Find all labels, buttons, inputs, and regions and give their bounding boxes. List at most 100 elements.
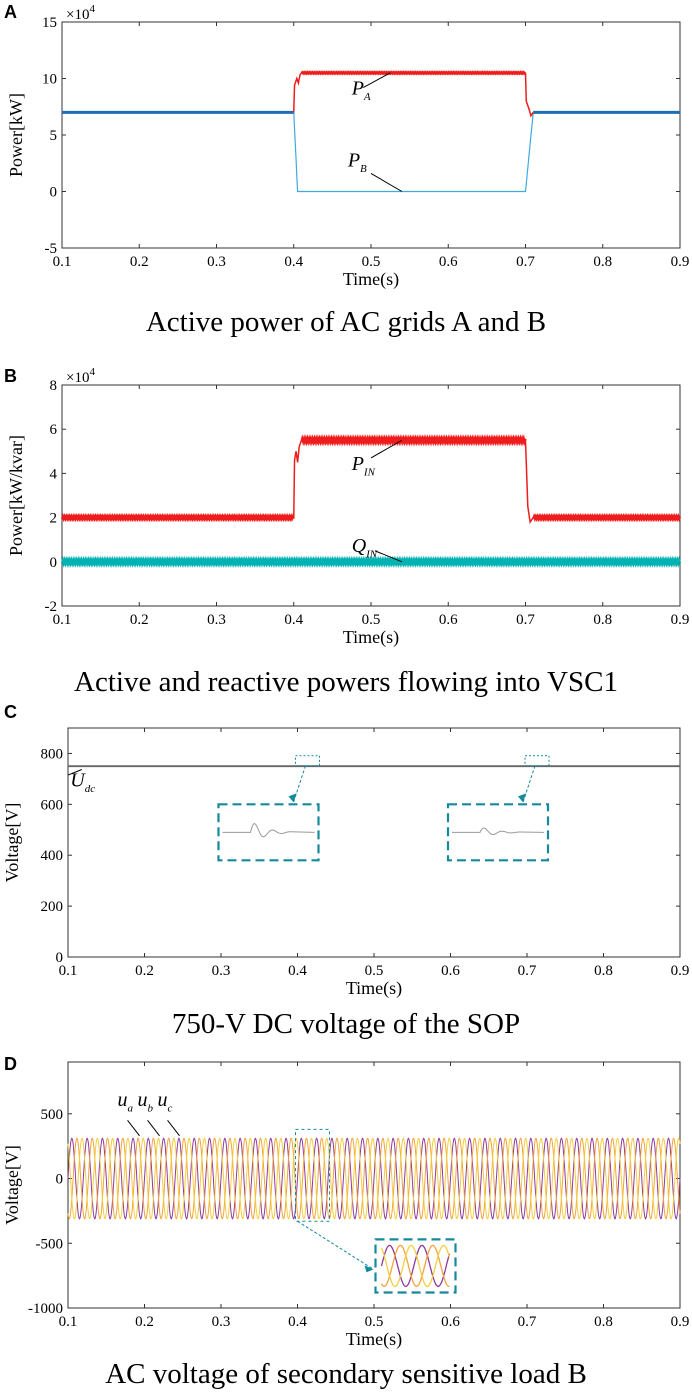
series-pin-transient bbox=[293, 440, 303, 518]
x-tick-label: 0.4 bbox=[284, 612, 303, 628]
panel-b: B 0.1 0.2 0.3 0.4 0.5 0.6 0.7 0.8 0.9 -2 0 2 4 6 8 Time… bbox=[0, 364, 692, 712]
x-tick-label: 0.5 bbox=[365, 1314, 384, 1330]
plot-frame bbox=[61, 21, 681, 249]
x-tick-label: 0.6 bbox=[441, 1314, 460, 1330]
x-tick-label: 0.5 bbox=[362, 612, 381, 628]
annotation-leader bbox=[67, 769, 82, 776]
zoom-pointer bbox=[297, 1220, 374, 1270]
plot-frame bbox=[61, 384, 681, 607]
series-pin-line-post bbox=[532, 513, 682, 523]
panel-a: A 0.1 0.2 0.3 0.4 0.5 0.6 0.7 0.8 0.9 -5 0 5 10 15 Tim… bbox=[0, 0, 692, 348]
series-uc-label: uc bbox=[158, 1089, 173, 1115]
zoom-marker bbox=[295, 755, 320, 767]
x-tick-label: 0.6 bbox=[439, 254, 458, 270]
panel-caption: Active and reactive powers flowing into … bbox=[74, 666, 618, 698]
x-tick-label: 0.4 bbox=[288, 963, 307, 979]
x-tick-label: 0.7 bbox=[516, 612, 535, 628]
series-pa-transient bbox=[293, 72, 303, 113]
x-tick-label: 0.8 bbox=[593, 612, 612, 628]
y-tick-label: -1000 bbox=[28, 1301, 63, 1317]
x-tick-label: 0.3 bbox=[212, 1314, 231, 1330]
series-pin-line bbox=[300, 434, 527, 447]
panel-letter: C bbox=[4, 702, 17, 722]
series-ua-line bbox=[67, 1137, 681, 1220]
x-tick-label: 0.4 bbox=[288, 1314, 307, 1330]
annotation-leader bbox=[374, 550, 403, 563]
inset-trace bbox=[222, 823, 315, 838]
series-ua-label: ua bbox=[118, 1089, 134, 1115]
x-tick-label: 0.7 bbox=[518, 963, 537, 979]
x-tick-label: 0.9 bbox=[671, 612, 690, 628]
axis-multiplier: ×104 bbox=[66, 3, 95, 23]
series-pa-label: PA bbox=[351, 77, 371, 103]
x-tick-label: 0.3 bbox=[207, 254, 226, 270]
y-tick-label: 600 bbox=[41, 797, 64, 813]
y-tick-label: 0 bbox=[50, 555, 58, 571]
annotation-leader bbox=[127, 1119, 140, 1137]
chart-a: 0.1 0.2 0.3 0.4 0.5 0.6 0.7 0.8 0.9 -5 0 5 10 15 Time(… bbox=[6, 3, 690, 290]
panel-d: D 0.1 0.2 0.3 0.4 0.5 0.6 0.7 0.8 0.9 -1000 -500 0 5… bbox=[0, 1052, 692, 1400]
x-tick-label: 0.9 bbox=[671, 963, 690, 979]
series-ub-label: ub bbox=[138, 1089, 154, 1115]
x-tick-label: 0.8 bbox=[593, 254, 612, 270]
y-axis-label: Voltage[V] bbox=[2, 1145, 22, 1225]
series-pin-line-pre bbox=[60, 513, 295, 523]
y-tick-label: 200 bbox=[41, 899, 64, 915]
series-pin-recovery bbox=[524, 440, 534, 524]
y-tick-label: 5 bbox=[50, 128, 58, 144]
y-tick-label: 8 bbox=[50, 378, 58, 394]
x-tick-label: 0.1 bbox=[59, 1314, 78, 1330]
series-qin-label: QIN bbox=[352, 535, 378, 561]
zoom-arrowhead bbox=[288, 793, 297, 803]
x-tick-label: 0.7 bbox=[516, 254, 535, 270]
inset-trace bbox=[452, 827, 545, 836]
x-tick-label: 0.9 bbox=[671, 254, 690, 270]
zoom-marker bbox=[295, 1128, 330, 1222]
panel-caption: AC voltage of secondary sensitive load B bbox=[105, 1358, 587, 1390]
x-tick-label: 0.3 bbox=[207, 612, 226, 628]
x-axis-label: Time(s) bbox=[343, 627, 399, 648]
x-tick-label: 0.8 bbox=[594, 963, 613, 979]
x-tick-label: 0.2 bbox=[130, 612, 149, 628]
x-tick-label: 0.5 bbox=[365, 963, 384, 979]
y-tick-label: 15 bbox=[42, 15, 57, 31]
y-tick-label: 10 bbox=[42, 72, 57, 88]
annotation-leader bbox=[363, 72, 391, 88]
panel-caption: Active power of AC grids A and B bbox=[145, 306, 547, 338]
inset-box bbox=[374, 1238, 457, 1294]
annotation-leader bbox=[370, 439, 403, 459]
x-tick-label: 0.6 bbox=[439, 612, 458, 628]
y-tick-label: 6 bbox=[50, 422, 58, 438]
x-tick-label: 0.8 bbox=[594, 1314, 613, 1330]
chart-c: 0.1 0.2 0.3 0.4 0.5 0.6 0.7 0.8 0.9 0 200 400 600 800… bbox=[2, 727, 690, 999]
inset-trace-ua bbox=[380, 1244, 451, 1288]
x-tick-label: 0.1 bbox=[53, 254, 72, 270]
x-tick-label: 0.7 bbox=[518, 1314, 537, 1330]
series-pb-line bbox=[62, 111, 680, 193]
y-tick-label: 500 bbox=[41, 1107, 64, 1123]
annotation-leader bbox=[147, 1119, 160, 1137]
series-ub-line bbox=[67, 1137, 681, 1220]
chart-b: 0.1 0.2 0.3 0.4 0.5 0.6 0.7 0.8 0.9 -2 0 2 4 6 8 Time(s… bbox=[6, 366, 690, 648]
panel-letter: D bbox=[4, 1054, 17, 1074]
x-tick-label: 0.3 bbox=[212, 963, 231, 979]
x-axis-label: Time(s) bbox=[343, 269, 399, 290]
plot-frame bbox=[67, 727, 681, 958]
chart-d: 0.1 0.2 0.3 0.4 0.5 0.6 0.7 0.8 0.9 -1000 -500 0 500… bbox=[2, 1061, 690, 1350]
y-tick-label: -500 bbox=[36, 1236, 64, 1252]
axis-multiplier: ×104 bbox=[66, 366, 95, 386]
panel-caption: 750-V DC voltage of the SOP bbox=[171, 1008, 521, 1040]
series-pin-label: PIN bbox=[351, 453, 376, 479]
panel-letter: B bbox=[4, 366, 17, 386]
zoom-marker bbox=[524, 755, 550, 767]
x-axis-label: Time(s) bbox=[346, 1329, 402, 1350]
x-axis-label: Time(s) bbox=[346, 978, 402, 999]
y-tick-label: -5 bbox=[45, 241, 58, 257]
x-tick-label: 0.9 bbox=[671, 1314, 690, 1330]
series-uc-line bbox=[67, 1137, 681, 1220]
x-tick-label: 0.6 bbox=[441, 963, 460, 979]
x-tick-label: 0.4 bbox=[284, 254, 303, 270]
series-udc-label: Udc bbox=[70, 770, 95, 796]
x-tick-label: 0.1 bbox=[53, 612, 72, 628]
x-tick-label: 0.2 bbox=[130, 254, 149, 270]
